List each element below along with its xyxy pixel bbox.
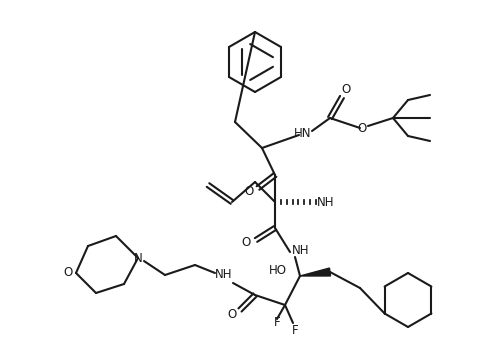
Text: O: O xyxy=(242,236,250,250)
Text: NH: NH xyxy=(317,196,335,208)
Text: NH: NH xyxy=(292,243,310,256)
Text: O: O xyxy=(228,307,237,321)
Text: N: N xyxy=(133,251,142,265)
Text: HO: HO xyxy=(269,265,287,277)
Text: HN: HN xyxy=(294,126,312,140)
Polygon shape xyxy=(300,268,331,276)
Text: O: O xyxy=(245,185,253,197)
Text: O: O xyxy=(341,82,351,96)
Text: F: F xyxy=(292,323,298,337)
Text: O: O xyxy=(358,121,367,135)
Text: F: F xyxy=(274,317,280,330)
Text: NH: NH xyxy=(215,268,233,282)
Text: O: O xyxy=(63,266,73,280)
